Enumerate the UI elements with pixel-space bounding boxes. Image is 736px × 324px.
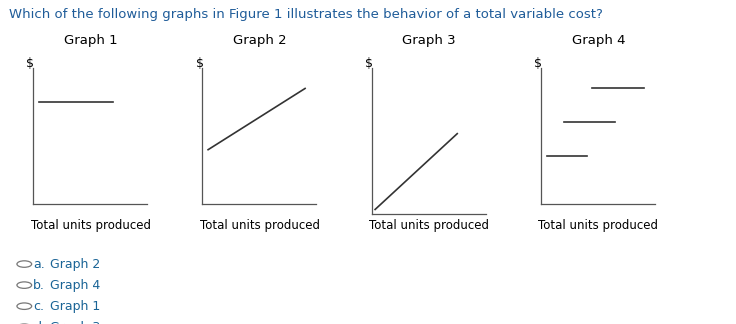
Text: Graph 1: Graph 1 (64, 34, 117, 47)
Text: Graph 4: Graph 4 (50, 279, 100, 292)
Text: a.: a. (33, 258, 45, 271)
Text: $: $ (196, 57, 204, 70)
Text: $: $ (26, 57, 35, 70)
Text: Total units produced: Total units produced (538, 219, 659, 232)
Text: $: $ (365, 57, 373, 70)
Text: Graph 3: Graph 3 (403, 34, 456, 47)
Text: Which of the following graphs in Figure 1 illustrates the behavior of a total va: Which of the following graphs in Figure … (9, 8, 603, 21)
Text: c.: c. (33, 300, 44, 313)
Text: $: $ (534, 57, 542, 70)
Text: Total units produced: Total units produced (369, 219, 489, 232)
Text: Total units produced: Total units produced (199, 219, 320, 232)
Text: Graph 1: Graph 1 (50, 300, 100, 313)
Text: b.: b. (33, 279, 45, 292)
Text: Graph 3: Graph 3 (50, 321, 100, 324)
Text: Total units produced: Total units produced (30, 219, 151, 232)
Text: d.: d. (33, 321, 45, 324)
Text: Graph 4: Graph 4 (572, 34, 625, 47)
Text: Graph 2: Graph 2 (233, 34, 286, 47)
Text: Graph 2: Graph 2 (50, 258, 100, 271)
